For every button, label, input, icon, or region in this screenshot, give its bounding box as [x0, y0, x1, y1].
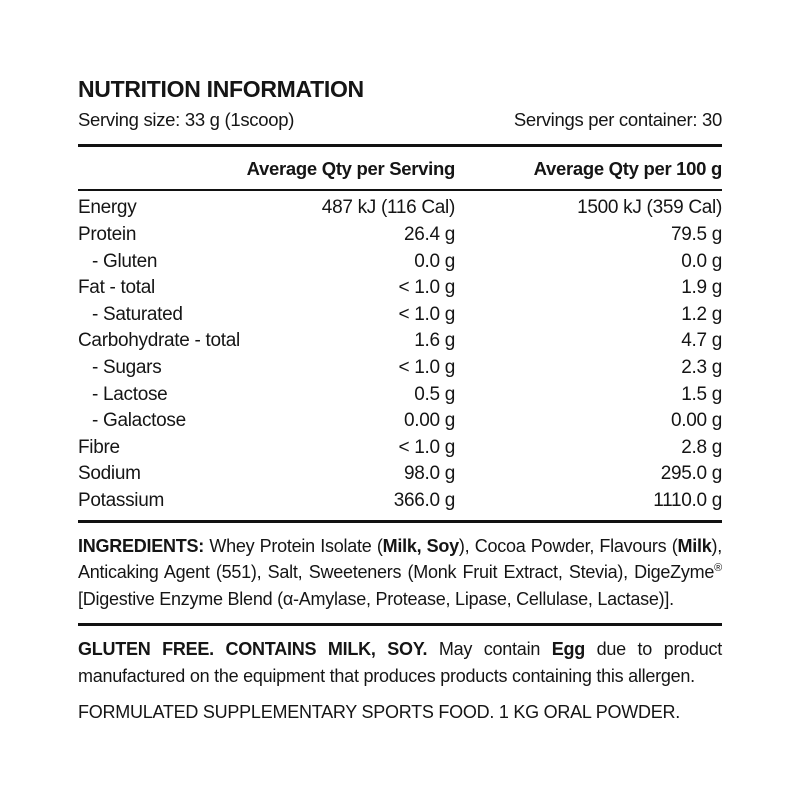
per-100g-value: 1.5 g [681, 383, 722, 405]
nutrient-label: Protein [78, 224, 137, 246]
column-header-per-serving: Average Qty per Serving [246, 158, 456, 180]
per-100g-value: 1.9 g [681, 277, 722, 299]
per-serving-value: < 1.0 g [398, 303, 455, 325]
table-row: - Galactose 0.00 g 0.00 g [78, 408, 722, 435]
nutrient-label: - Lactose [92, 383, 168, 405]
per-100g-value: 2.3 g [681, 357, 722, 378]
table-row: - Gluten 0.0 g 0.0 g [78, 249, 722, 276]
table-row: - Saturated < 1.0 g 1.2 g [78, 302, 722, 329]
per-serving-value: 0.0 g [414, 250, 455, 272]
per-100g-value: 295.0 g [660, 463, 723, 485]
divider-table-bottom [78, 519, 722, 523]
ingredients-text: [Digestive Enzyme Blend (α-Amylase, Prot… [78, 588, 674, 609]
table-row: Fat - total < 1.0 g 1.9 g [78, 275, 722, 302]
nutrition-panel: NUTRITION INFORMATION Serving size: 33 g… [78, 76, 722, 724]
serving-size-text: Serving size: 33 g (1scoop) [78, 109, 295, 131]
table-row: Fibre < 1.0 g 2.8 g [78, 435, 722, 462]
allergen-bold-milk-soy: Milk, Soy [382, 535, 460, 556]
allergen-text: May contain [438, 639, 552, 660]
per-serving-value: 98.0 g [403, 463, 455, 485]
per-100g-value: 1.2 g [681, 303, 722, 325]
ingredients-text: Whey Protein Isolate ( [209, 535, 383, 556]
table-header-row: Average Qty per Serving Average Qty per … [78, 147, 723, 189]
column-header-per-100g: Average Qty per 100 g [533, 158, 723, 180]
table-row: - Sugars < 1.0 g 2.3 g [78, 355, 722, 382]
nutrient-label: - Galactose [92, 410, 186, 432]
per-100g-value: 0.0 g [681, 250, 722, 272]
page-title: NUTRITION INFORMATION [78, 76, 364, 102]
nutrient-label: Carbohydrate - total [78, 330, 240, 352]
per-serving-value: < 1.0 g [398, 436, 455, 458]
per-100g-value: 79.5 g [670, 224, 722, 246]
per-100g-value: 1110.0 g [653, 489, 722, 511]
nutrient-label: Fat - total [78, 277, 155, 299]
formulated-food-statement: FORMULATED SUPPLEMENTARY SPORTS FOOD. 1 … [78, 702, 681, 723]
nutrient-label: - Gluten [92, 250, 158, 272]
ingredients-heading: INGREDIENTS: [78, 535, 210, 556]
table-row: Energy 487 kJ (116 Cal) 1500 kJ (359 Cal) [78, 195, 722, 222]
allergen-bold-milk: Milk [677, 535, 712, 556]
divider-top [78, 144, 722, 148]
per-serving-value: < 1.0 g [398, 357, 455, 378]
per-serving-value: < 1.0 g [398, 277, 455, 299]
nutrient-label: - Saturated [92, 303, 183, 325]
per-100g-value: 1500 kJ (359 Cal) [577, 197, 722, 219]
per-100g-value: 0.00 g [670, 410, 722, 432]
ingredients-text: ), Anticaking Agent (551), Salt, Sweeten… [78, 535, 722, 583]
nutrient-label: - Sugars [92, 357, 162, 378]
per-serving-value: 0.00 g [403, 410, 455, 432]
divider-header [78, 189, 722, 192]
allergen-statement-bold: GLUTEN FREE. CONTAINS MILK, SOY. [78, 639, 439, 660]
per-100g-value: 4.7 g [681, 330, 722, 352]
serving-info-row: Serving size: 33 g (1scoop) Servings per… [78, 109, 722, 131]
allergen-paragraph: GLUTEN FREE. CONTAINS MILK, SOY. May con… [78, 636, 722, 689]
table-row: Protein 26.4 g 79.5 g [78, 222, 722, 249]
nutrient-label: Sodium [78, 463, 141, 485]
table-row: Potassium 366.0 g 1110.0 g [78, 488, 722, 515]
per-serving-value: 366.0 g [393, 489, 456, 511]
nutrient-label: Potassium [78, 489, 165, 511]
table-row: Sodium 98.0 g 295.0 g [78, 461, 722, 488]
per-serving-value: 1.6 g [414, 330, 455, 352]
servings-per-container-text: Servings per container: 30 [513, 109, 722, 131]
per-serving-value: 0.5 g [414, 383, 455, 405]
per-100g-value: 2.8 g [681, 436, 722, 458]
ingredients-paragraph: INGREDIENTS: Whey Protein Isolate (Milk,… [78, 533, 722, 613]
table-row: Carbohydrate - total 1.6 g 4.7 g [78, 328, 722, 355]
allergen-bold-egg: Egg [551, 639, 586, 660]
nutrition-rows: Energy 487 kJ (116 Cal) 1500 kJ (359 Cal) P… [78, 191, 722, 519]
ingredients-text: ), Cocoa Powder, Flavours ( [458, 535, 678, 556]
per-serving-value: 26.4 g [403, 224, 455, 246]
allergen-text: due to product manufactured on the equip… [78, 639, 722, 686]
divider-ingredients-bottom [78, 623, 722, 627]
per-serving-value: 487 kJ (116 Cal) [321, 197, 456, 219]
table-row: - Lactose 0.5 g 1.5 g [78, 382, 722, 409]
nutrient-label: Energy [78, 197, 137, 219]
nutrient-label: Fibre [78, 436, 120, 458]
registered-trademark-symbol: ® [714, 562, 722, 575]
